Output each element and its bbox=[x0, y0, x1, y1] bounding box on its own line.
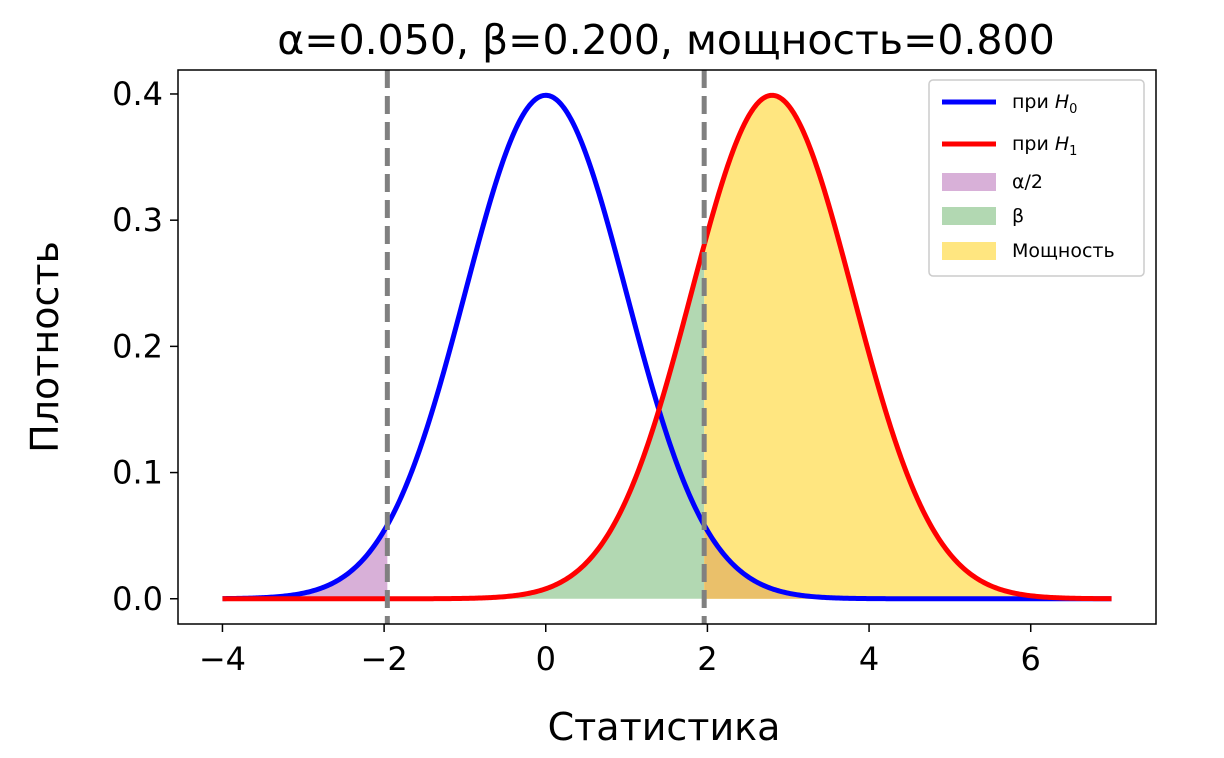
legend-label-h0: при H0 bbox=[1012, 91, 1077, 117]
x-tick-label: 4 bbox=[859, 640, 879, 678]
y-axis-title: Плотность bbox=[23, 241, 67, 453]
legend-label-3: Мощность bbox=[1012, 240, 1115, 262]
x-axis: −4 −2 0 2 4 6 bbox=[199, 624, 1041, 678]
legend: при H0 при H1 α/2 β Мощность bbox=[928, 79, 1145, 277]
y-axis: 0.0 0.1 0.2 0.3 0.4 bbox=[112, 75, 178, 618]
chart-title: α=0.050, β=0.200, мощность=0.800 bbox=[277, 16, 1055, 64]
x-axis-title: Статистика bbox=[548, 705, 781, 749]
x-tick-label: 0 bbox=[536, 640, 556, 678]
y-tick-label: 0.2 bbox=[112, 327, 163, 365]
legend-label-h1: при H1 bbox=[1012, 133, 1077, 159]
density-curve-h1 bbox=[221, 92, 1113, 602]
x-tick-label: 6 bbox=[1021, 640, 1041, 678]
density-curve-h0 bbox=[221, 92, 1113, 602]
x-tick-label: 2 bbox=[697, 640, 717, 678]
area-fill-3 bbox=[704, 95, 1112, 599]
legend-swatch-3 bbox=[942, 242, 996, 260]
legend-swatch-2 bbox=[942, 207, 996, 225]
legend-frame bbox=[928, 79, 1145, 277]
legend-label-2: β bbox=[1012, 205, 1024, 227]
y-tick-label: 0.4 bbox=[112, 75, 163, 113]
y-tick-label: 0.3 bbox=[112, 201, 163, 239]
legend-label-1: α/2 bbox=[1012, 171, 1043, 193]
plot-area bbox=[177, 69, 1157, 625]
area-fill-2 bbox=[222, 244, 705, 599]
y-tick-label: 0.1 bbox=[112, 454, 163, 492]
legend-swatch-1 bbox=[942, 173, 996, 191]
x-tick-label: −2 bbox=[361, 640, 408, 678]
x-tick-label: −4 bbox=[199, 640, 246, 678]
area-fill-4 bbox=[704, 525, 1112, 599]
y-tick-label: 0.0 bbox=[112, 580, 163, 618]
area-fill-1 bbox=[222, 525, 388, 599]
